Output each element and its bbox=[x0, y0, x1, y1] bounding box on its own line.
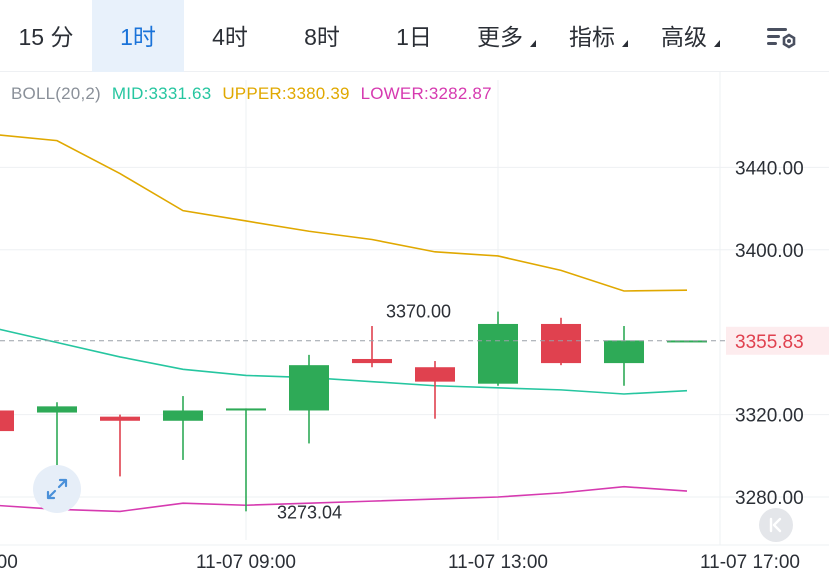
x-tick-label: 11-07 13:00 bbox=[448, 552, 548, 573]
x-tick-label: 05:00 bbox=[0, 552, 18, 573]
more-caret-icon bbox=[530, 40, 536, 47]
boll-mid-line bbox=[0, 328, 688, 395]
tab-advanced-label: 高级 bbox=[661, 24, 707, 50]
expand-chart-button[interactable] bbox=[33, 465, 81, 513]
advanced-caret-icon bbox=[714, 40, 720, 47]
candle-body bbox=[163, 410, 203, 421]
candle-body bbox=[289, 365, 329, 411]
tab-more-label: 更多 bbox=[477, 24, 523, 50]
last-price-label: 3355.83 bbox=[735, 332, 804, 353]
y-tick-label: 3440.00 bbox=[735, 158, 804, 179]
candle-body bbox=[100, 416, 140, 421]
tab-15min[interactable]: 15 分 bbox=[18, 24, 74, 50]
max-price-label: 3370.00 bbox=[386, 302, 451, 322]
boll-mid: MID:3331.63 bbox=[111, 84, 212, 103]
candle-body bbox=[0, 410, 14, 432]
boll-upper-line bbox=[0, 134, 688, 292]
indicators-caret-icon bbox=[622, 40, 628, 47]
min-price-label: 3273.04 bbox=[277, 502, 342, 522]
x-tick-label: 11-07 09:00 bbox=[196, 552, 296, 573]
candle-body bbox=[478, 323, 518, 384]
candle-body bbox=[604, 340, 644, 364]
tab-1day[interactable]: 1日 bbox=[396, 24, 432, 50]
axes: 3280.00 3320.00 3400.00 3440.00 05:00 11-07 0… bbox=[0, 158, 804, 573]
scroll-to-start-button[interactable] bbox=[759, 508, 793, 542]
y-tick-label: 3320.00 bbox=[735, 406, 804, 427]
candle-body bbox=[352, 358, 392, 364]
tab-4hour[interactable]: 4时 bbox=[212, 24, 248, 50]
boll-readout: BOLL(20,2) MID:3331.63 UPPER:3380.39 LOW… bbox=[11, 84, 498, 104]
boll-name: BOLL(20,2) bbox=[11, 84, 101, 103]
candle-body bbox=[541, 323, 581, 364]
expand-arrows-icon bbox=[46, 478, 68, 500]
candle-body bbox=[226, 408, 266, 411]
tab-8hour[interactable]: 8时 bbox=[304, 24, 340, 50]
candle-body bbox=[415, 367, 455, 382]
last-price-tag bbox=[726, 326, 829, 355]
tab-advanced[interactable]: 高级 bbox=[644, 0, 724, 72]
candles bbox=[0, 311, 707, 512]
timeframe-toolbar: 15 分 1时 4时 8时 1日 更多 指标 高级 bbox=[0, 0, 829, 72]
chart-overlay: 3355.83 3370.00 3273.04 bbox=[0, 302, 829, 522]
boll-lower: LOWER:3282.87 bbox=[360, 84, 492, 103]
boll-bands bbox=[0, 134, 688, 513]
x-tick-label: 11-07 17:00 bbox=[700, 552, 800, 573]
scroll-to-start-icon bbox=[769, 517, 782, 533]
candle-body bbox=[37, 406, 77, 413]
chart-settings-button[interactable] bbox=[760, 18, 800, 58]
boll-lower-line bbox=[0, 485, 688, 513]
boll-upper: UPPER:3380.39 bbox=[222, 84, 350, 103]
chart-grid bbox=[0, 72, 829, 546]
candle-body bbox=[667, 340, 707, 343]
y-tick-label: 3400.00 bbox=[735, 241, 804, 262]
tab-more[interactable]: 更多 bbox=[460, 0, 540, 72]
chart-settings-icon bbox=[767, 28, 796, 49]
tab-indicators[interactable]: 指标 bbox=[552, 0, 632, 72]
tab-indicators-label: 指标 bbox=[569, 24, 615, 50]
tab-1hour[interactable]: 1时 bbox=[92, 0, 184, 72]
y-tick-label: 3280.00 bbox=[735, 488, 804, 509]
